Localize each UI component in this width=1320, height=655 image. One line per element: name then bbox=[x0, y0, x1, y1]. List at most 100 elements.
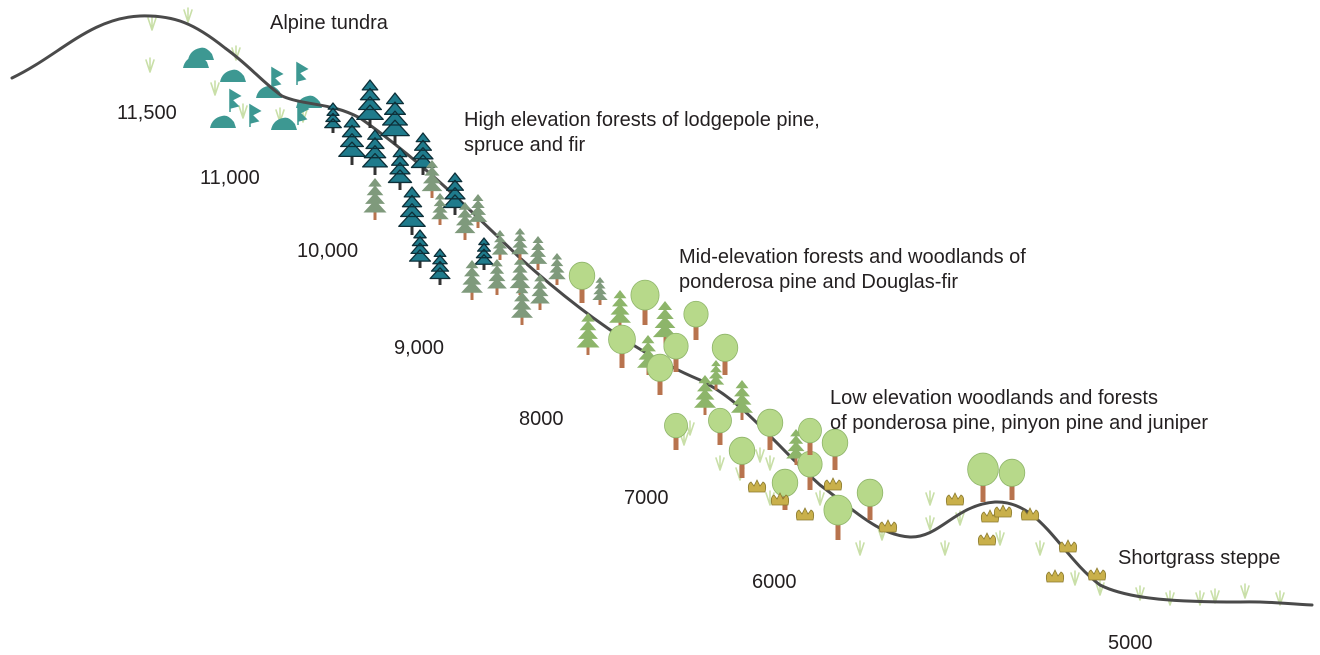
grass-tuft-19 bbox=[1035, 540, 1045, 556]
ponderosa-pine-4 bbox=[663, 332, 689, 372]
juniper-shrub-0 bbox=[747, 479, 767, 493]
tundra-plant-4 bbox=[210, 115, 236, 128]
tundra-plants bbox=[183, 47, 322, 130]
krummholz-0 bbox=[271, 66, 284, 90]
grass-tuft-29 bbox=[755, 447, 765, 463]
lodgepole-pine-5 bbox=[461, 260, 483, 300]
lodgepole-pine-14 bbox=[592, 277, 608, 305]
spruce-fir-tree-8 bbox=[398, 186, 426, 235]
grass-layer bbox=[145, 7, 1285, 606]
juniper-shrub-8 bbox=[977, 532, 997, 546]
ponderosa-pine-5 bbox=[683, 300, 709, 340]
zone-label-low-line-1: Low elevation woodlands and forests bbox=[830, 387, 1158, 409]
ponderosa-pine-7 bbox=[708, 407, 732, 445]
grass-tuft-3 bbox=[238, 103, 248, 119]
ponderosa-pine-9 bbox=[728, 436, 756, 478]
tundra-plant-2 bbox=[256, 85, 282, 98]
ponderosa-pine-0 bbox=[568, 261, 596, 303]
lodgepole-pine-9 bbox=[530, 274, 550, 310]
lodgepole-pine-2 bbox=[431, 193, 449, 225]
grass-tuft-16 bbox=[940, 540, 950, 556]
ponderosa-pine-10 bbox=[756, 408, 784, 450]
ponderosa-pine-16 bbox=[798, 417, 822, 455]
juniper-shrub-2 bbox=[795, 507, 815, 521]
grass-tuft-13 bbox=[855, 540, 865, 556]
juniper-shrub-5 bbox=[945, 492, 965, 506]
grass-tuft-6 bbox=[147, 15, 157, 31]
juniper-shrub-1 bbox=[770, 492, 790, 506]
ponderosa-pine-18 bbox=[998, 458, 1026, 500]
krummholz-1 bbox=[296, 61, 309, 85]
ponderosa-pine-13 bbox=[821, 428, 849, 470]
spruce-fir-tree-9 bbox=[408, 229, 432, 268]
elevation-label-6000: 6000 bbox=[752, 571, 797, 593]
spruce-fir-tree-4 bbox=[361, 129, 389, 175]
douglas-fir-0 bbox=[576, 313, 600, 355]
tundra-plant-5 bbox=[271, 117, 297, 130]
grass-tuft-15 bbox=[925, 515, 935, 531]
zone-label-high-line-1: High elevation forests of lodgepole pine… bbox=[464, 109, 820, 131]
tundra-plant-1 bbox=[220, 69, 246, 82]
grass-tuft-20 bbox=[1070, 570, 1080, 586]
lodgepole-pine-0 bbox=[363, 178, 387, 220]
lodgepole-pine-1 bbox=[421, 160, 443, 198]
juniper-shrub-12 bbox=[1087, 567, 1107, 581]
lodgepole-pine-6 bbox=[487, 259, 507, 295]
spruce-fir-tree-1 bbox=[338, 116, 366, 165]
douglas-fir-7 bbox=[707, 360, 725, 390]
spruce-fir-tree-11 bbox=[474, 237, 494, 270]
ponderosa-pine-3 bbox=[646, 353, 674, 395]
zone-label-alpine-tundra: Alpine tundra bbox=[270, 12, 388, 34]
juniper-shrub-3 bbox=[823, 477, 843, 491]
grass-tuft-2 bbox=[210, 80, 220, 96]
ground-profile-line bbox=[10, 14, 1314, 607]
elevation-label-7000: 7000 bbox=[624, 487, 669, 509]
shrub-layer bbox=[747, 477, 1107, 583]
elevation-label-9000: 9,000 bbox=[394, 337, 445, 359]
juniper-shrub-4 bbox=[878, 519, 898, 533]
tundra-plant-6 bbox=[188, 47, 214, 60]
elevation-label-11500: 11,500 bbox=[117, 102, 177, 124]
elevation-label-5000: 5000 bbox=[1108, 632, 1153, 654]
zone-label-mid-elevation: Mid-elevation forests and woodlands of p… bbox=[679, 245, 1026, 295]
grass-tuft-26 bbox=[1240, 583, 1250, 599]
grass-tuft-31 bbox=[815, 490, 825, 506]
lodgepole-pine-3 bbox=[454, 202, 476, 240]
elevation-label-11000: 11,000 bbox=[200, 167, 260, 189]
zone-label-mid-line-2: ponderosa pine and Douglas-fir bbox=[679, 271, 959, 293]
zone-label-high-elevation: High elevation forests of lodgepole pine… bbox=[464, 108, 820, 158]
grass-tuft-30 bbox=[925, 490, 935, 506]
grass-tuft-10 bbox=[765, 455, 775, 471]
lodgepole-pine-11 bbox=[511, 228, 529, 260]
grass-tuft-8 bbox=[715, 455, 725, 471]
zone-label-low-line-2: of ponderosa pine, pinyon pine and junip… bbox=[830, 412, 1209, 434]
krummholz-2 bbox=[229, 88, 242, 112]
zone-label-high-line-2: spruce and fir bbox=[464, 134, 586, 156]
juniper-shrub-7 bbox=[993, 504, 1013, 518]
juniper-shrub-6 bbox=[980, 509, 1000, 523]
spruce-fir-tree-3 bbox=[380, 92, 410, 145]
ponderosa-pine-14 bbox=[823, 494, 853, 540]
zone-label-low-elevation: Low elevation woodlands and forests of p… bbox=[830, 386, 1208, 436]
zone-label-mid-line-1: Mid-elevation forests and woodlands of bbox=[679, 246, 1026, 268]
juniper-shrub-9 bbox=[1020, 507, 1040, 521]
spruce-fir-tree-6 bbox=[410, 132, 436, 175]
ponderosa-pine-1 bbox=[608, 324, 636, 368]
lodgepole-pine-8 bbox=[511, 285, 533, 325]
ponderosa-pine-15 bbox=[856, 478, 884, 520]
grass-tuft-18 bbox=[995, 530, 1005, 546]
juniper-shrub-10 bbox=[1058, 539, 1078, 553]
grass-tuft-23 bbox=[1165, 590, 1175, 606]
ponderosa-pine-17 bbox=[967, 452, 999, 502]
tree-layer bbox=[324, 79, 1026, 540]
ponderosa-pine-8 bbox=[711, 333, 739, 375]
grass-tuft-0 bbox=[145, 57, 155, 73]
douglas-fir-1 bbox=[609, 290, 631, 330]
lodgepole-pine-13 bbox=[548, 253, 566, 285]
spruce-fir-tree-5 bbox=[387, 147, 413, 190]
spruce-fir-tree-7 bbox=[442, 172, 468, 215]
spruce-fir-tree-2 bbox=[356, 79, 384, 128]
ponderosa-pine-6 bbox=[664, 412, 688, 450]
krummholz-4 bbox=[297, 101, 310, 125]
